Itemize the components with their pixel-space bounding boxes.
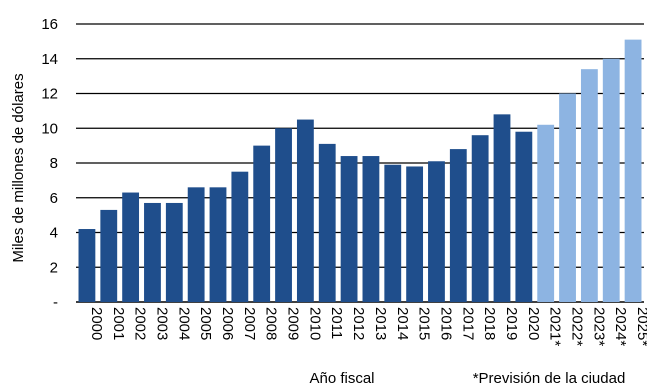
bar-2017: [449, 149, 467, 302]
y-tick-label: -: [53, 294, 58, 311]
bar-2000: [78, 229, 96, 302]
y-tick-label: 2: [50, 259, 58, 276]
x-tick-label: 2018: [481, 307, 498, 340]
y-tick-label: 6: [50, 190, 58, 207]
y-tick-label: 4: [50, 225, 58, 242]
x-tick-label: 2005: [197, 307, 214, 340]
y-axis-ticks: - 2 4 6 8 10 12 14 16: [41, 16, 58, 311]
x-tick-label: 2024*: [612, 307, 629, 346]
bar-2010: [296, 119, 314, 302]
bar-2014: [384, 164, 402, 302]
bar-2008: [253, 145, 271, 302]
x-tick-label: 2017: [459, 307, 476, 340]
x-tick-label: 2023*: [590, 307, 607, 346]
bars: [78, 39, 642, 303]
x-tick-label: 2016: [437, 307, 454, 340]
x-tick-label: 2007: [241, 307, 258, 340]
bar-2021-forecast: [537, 124, 555, 303]
bar-2006: [209, 187, 227, 302]
bar-2016: [428, 161, 445, 302]
x-tick-label: 2002: [132, 307, 149, 340]
x-tick-label: 2025*: [634, 307, 647, 346]
x-tick-label: 2009: [285, 307, 302, 340]
bar-2003: [144, 202, 161, 302]
bar-2020: [515, 131, 533, 302]
bar-2012: [340, 156, 358, 302]
bar-2022-forecast: [559, 93, 576, 302]
x-axis-label: Año fiscal: [309, 370, 374, 387]
y-tick-label: 16: [41, 16, 58, 33]
bar-2015: [406, 166, 424, 302]
bar-2019: [493, 114, 511, 302]
bar-2013: [362, 156, 380, 302]
gridlines: [76, 23, 644, 303]
bar-2005: [187, 187, 205, 302]
x-tick-label: 2014: [394, 307, 411, 340]
bar-2025-forecast: [624, 39, 642, 302]
y-tick-label: 14: [41, 51, 58, 68]
x-tick-label: 2021*: [547, 307, 564, 346]
x-tick-label: 2019: [503, 307, 520, 340]
x-tick-label: 2011: [328, 307, 345, 339]
x-tick-label: 2013: [372, 307, 389, 340]
bar-2001: [100, 209, 118, 302]
x-axis-ticks: 2000 2001 2002 2003 2004 2005 2006 2007 2008 2009…: [88, 307, 647, 346]
x-tick-label: 2015: [416, 307, 433, 340]
bar-2002: [122, 192, 140, 302]
y-axis-label: Miles de millones de dólares: [10, 73, 27, 262]
bar-2024-forecast: [602, 58, 620, 302]
x-tick-label: 2012: [350, 307, 367, 340]
x-tick-label: 2003: [153, 307, 170, 340]
x-tick-label: 2022*: [569, 307, 586, 346]
bar-2011: [318, 143, 336, 302]
bar-2023-forecast: [580, 69, 598, 302]
x-tick-label: 2004: [175, 307, 192, 340]
forecast-footnote: *Previsión de la ciudad: [473, 370, 626, 387]
y-tick-label: 12: [41, 86, 58, 103]
bar-2018: [471, 135, 489, 302]
y-tick-label: 8: [50, 155, 58, 172]
bar-2007: [231, 171, 249, 302]
bar-2004: [165, 202, 183, 302]
x-tick-label: 2000: [88, 307, 105, 340]
y-tick-label: 10: [41, 120, 58, 137]
x-tick-label: 2008: [263, 307, 280, 340]
bar-2009: [275, 128, 292, 302]
x-tick-label: 2020: [525, 307, 542, 340]
x-tick-label: 2010: [306, 307, 323, 340]
x-tick-label: 2001: [110, 307, 127, 340]
x-tick-label: 2006: [219, 307, 236, 340]
